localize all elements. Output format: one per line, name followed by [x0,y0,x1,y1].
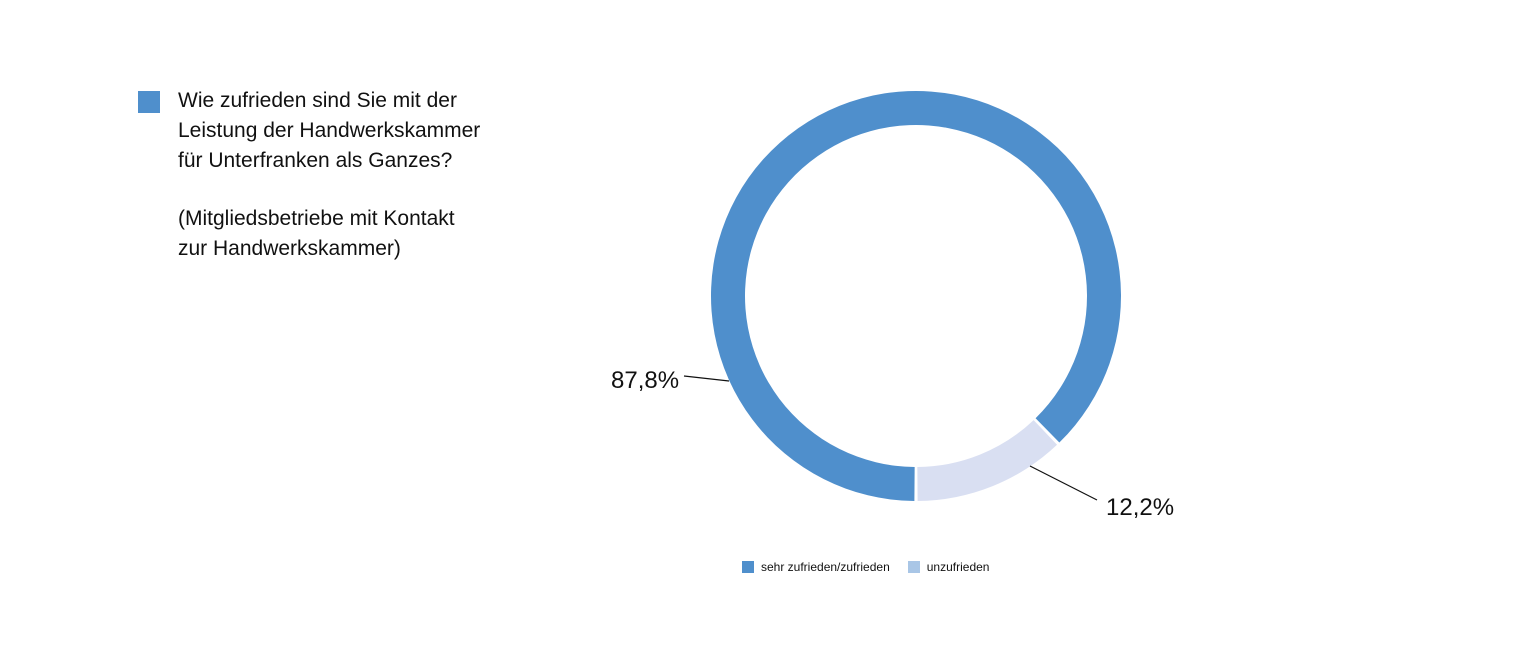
legend-item-unsatisfied: unzufrieden [907,560,990,574]
donut-slice-unsatisfied [917,420,1058,501]
legend-label-unsatisfied: unzufrieden [926,560,990,574]
legend-swatch-unsatisfied [907,561,920,573]
legend-item-satisfied: sehr zufrieden/zufrieden [742,560,890,574]
donut-slice-satisfied [710,91,1121,501]
question-marker [138,91,160,113]
question-text: Wie zufrieden sind Sie mit der Leistung … [178,89,481,172]
slice-label-unsatisfied: 12,2% [1106,494,1175,521]
leader-line-unsatisfied [1029,465,1098,501]
legend-label-satisfied: sehr zufrieden/zufrieden [761,560,890,574]
slice-label-satisfied: 87,8% [611,367,680,394]
leader-line-satisfied [683,375,730,382]
question-subtext: (Mitgliedsbetriebe mit Kontakt zur Handw… [178,207,455,260]
legend-swatch-satisfied [742,561,754,573]
chart-legend: sehr zufrieden/zufrieden unzufrieden [742,560,1007,574]
